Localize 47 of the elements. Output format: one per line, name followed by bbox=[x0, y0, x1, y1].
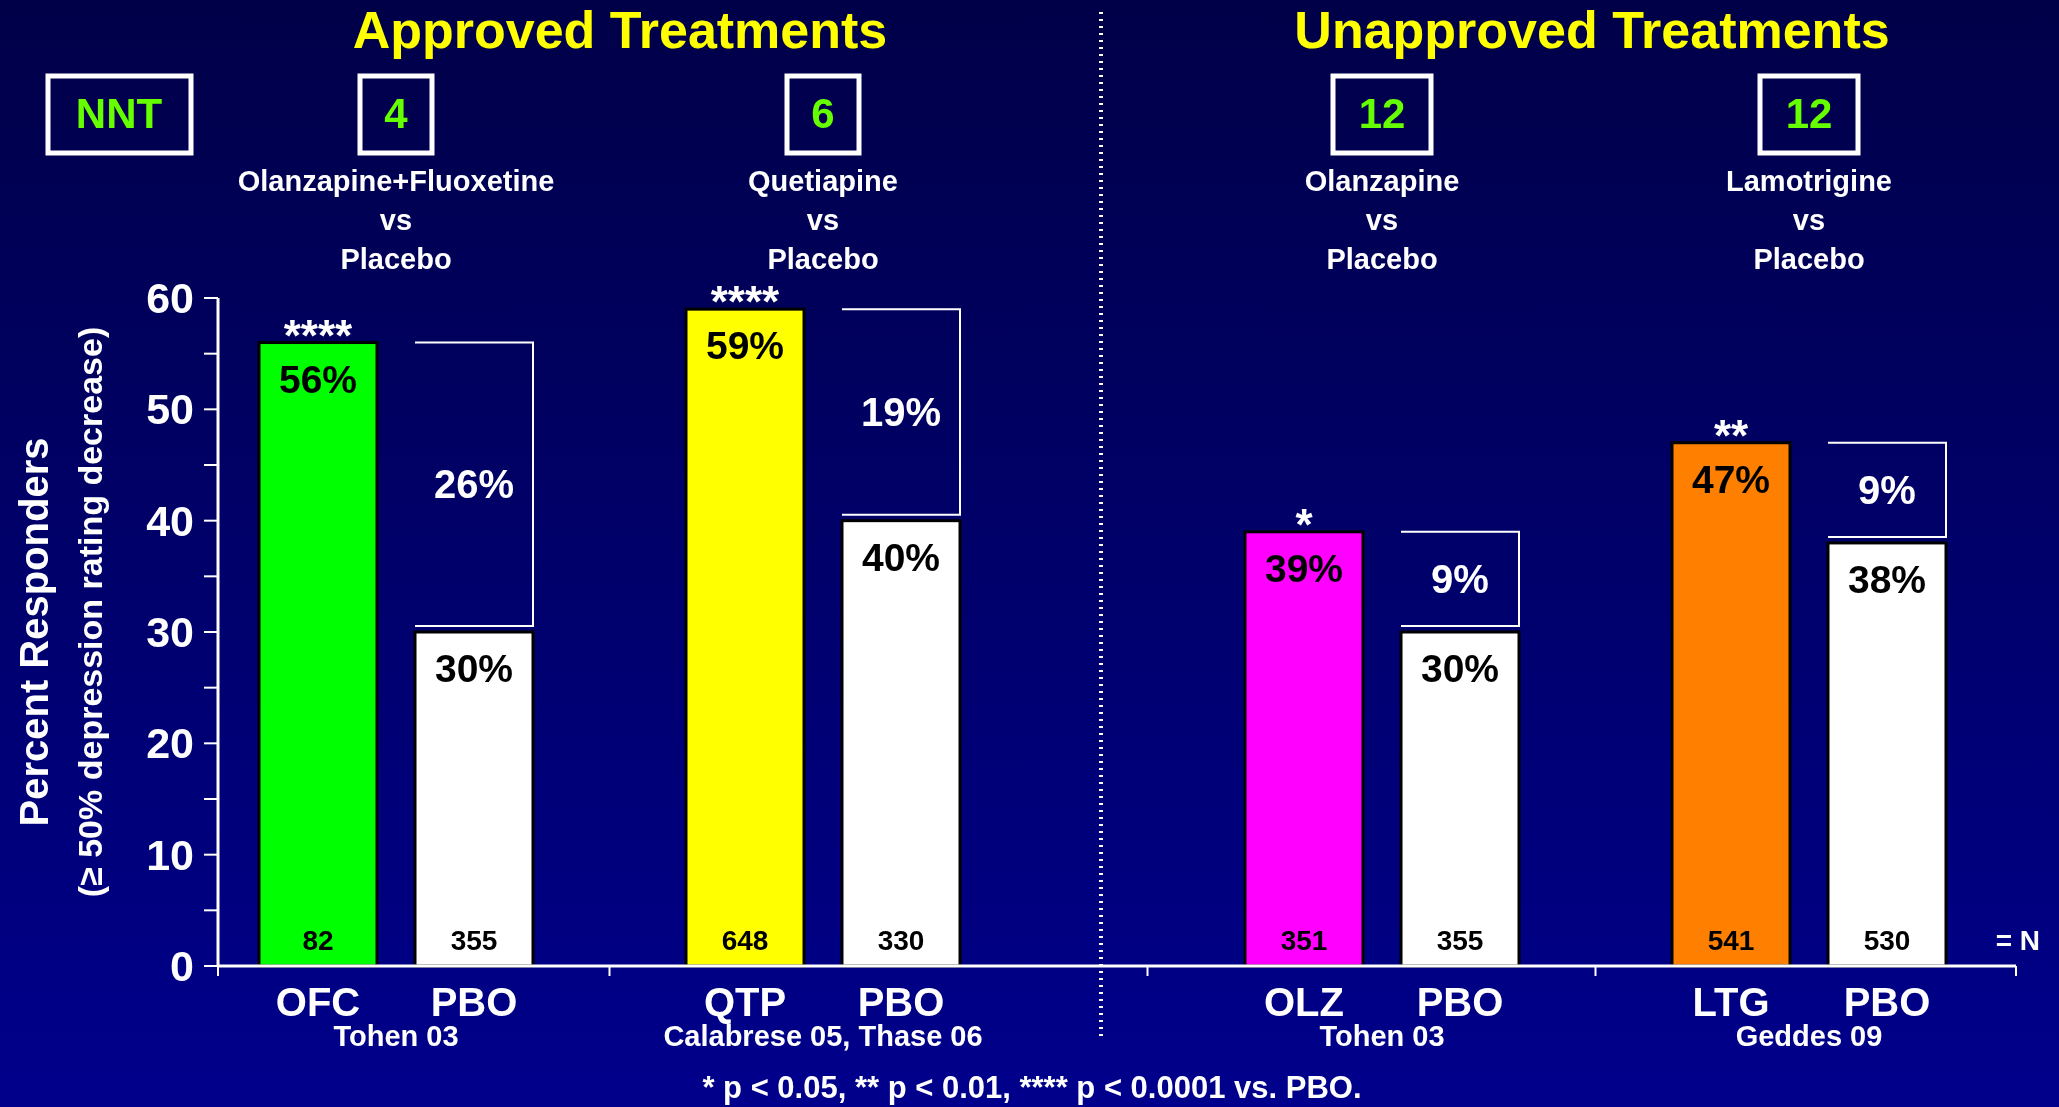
annotation: * bbox=[1295, 499, 1314, 549]
annotation: 355 bbox=[450, 925, 498, 956]
data-label: 56% bbox=[278, 357, 358, 401]
data-label: 59% bbox=[705, 324, 785, 368]
text: Approved Treatments bbox=[352, 1, 888, 59]
data-label: 39% bbox=[1264, 546, 1344, 590]
text: * p < 0.05, ** p < 0.01, **** p < 0.0001 vs. PBO. bbox=[702, 1070, 1362, 1105]
annotation: 351 bbox=[1280, 925, 1328, 956]
text: 12 bbox=[1785, 90, 1833, 137]
text: Olanzapine vs Placebo bbox=[1304, 165, 1460, 275]
data-label: 47% bbox=[1691, 457, 1771, 501]
y-tick-label: 50 bbox=[146, 385, 194, 434]
y-tick-label: 10 bbox=[146, 830, 194, 879]
annotation: 19% bbox=[860, 389, 942, 434]
text: 12 bbox=[1358, 90, 1406, 137]
text: Lamotrigine vs Placebo bbox=[1726, 165, 1892, 275]
data-label: 30% bbox=[1420, 647, 1500, 690]
text: NNT bbox=[75, 90, 163, 137]
y-tick-label: 30 bbox=[146, 608, 194, 656]
data-label: 40% bbox=[861, 535, 941, 579]
annotation: 648 bbox=[721, 925, 769, 956]
data-label: 30% bbox=[434, 647, 514, 690]
annotation: 530 bbox=[1863, 925, 1911, 956]
annotation: ** bbox=[1713, 410, 1749, 460]
y-axis-title: Percent Responders (≥ 50% depression rating decrease) bbox=[12, 326, 109, 898]
annotation: 541 bbox=[1707, 925, 1755, 956]
annotation: 9% bbox=[1431, 556, 1489, 601]
annotation: 9% bbox=[1858, 467, 1916, 512]
y-tick-label: 60 bbox=[146, 274, 194, 322]
x-tick-label: PBO bbox=[857, 980, 945, 1024]
y-tick-label: 20 bbox=[146, 719, 194, 768]
annotation: 330 bbox=[877, 925, 925, 956]
annotation: **** bbox=[283, 310, 354, 360]
annotation: 355 bbox=[1436, 925, 1484, 956]
annotation: = N bbox=[1995, 925, 2040, 956]
data-label: 38% bbox=[1847, 557, 1927, 601]
text: Olanzapine+Fluoxetine vs Placebo bbox=[237, 165, 555, 275]
text: 4 bbox=[384, 90, 409, 137]
y-tick-label: 0 bbox=[170, 942, 194, 990]
annotation: 82 bbox=[302, 925, 334, 956]
text: 6 bbox=[811, 90, 835, 137]
text: Unapproved Treatments bbox=[1294, 1, 1890, 59]
annotation: **** bbox=[710, 277, 781, 327]
text: Quetiapine vs Placebo bbox=[748, 165, 898, 275]
annotation: 26% bbox=[433, 462, 515, 507]
x-tick-label: QTP bbox=[703, 980, 787, 1024]
y-tick-label: 40 bbox=[146, 496, 194, 545]
